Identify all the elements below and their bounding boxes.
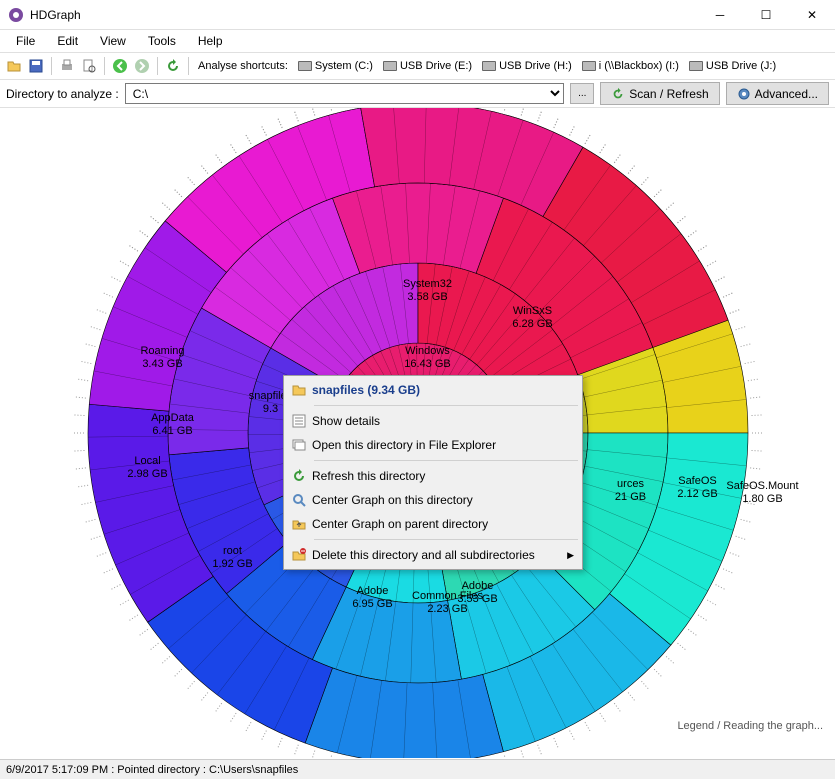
drive-icon: [582, 61, 596, 71]
ctx-center-parent[interactable]: Center Graph on parent directory: [286, 512, 580, 536]
print-preview-icon[interactable]: [79, 56, 99, 76]
app-icon: [8, 7, 24, 23]
statusbar: 6/9/2017 5:17:09 PM : Pointed directory …: [0, 759, 835, 779]
shortcut-usb-e[interactable]: USB Drive (E:): [379, 59, 476, 73]
ctx-refresh[interactable]: Refresh this directory: [286, 464, 580, 488]
delete-icon: [291, 547, 307, 563]
ctx-center-this[interactable]: Center Graph on this directory: [286, 488, 580, 512]
directory-input[interactable]: C:\: [125, 83, 565, 104]
zoom-icon: [291, 492, 307, 508]
shortcut-usb-h[interactable]: USB Drive (H:): [478, 59, 576, 73]
legend-link[interactable]: Legend / Reading the graph...: [673, 718, 827, 734]
maximize-button[interactable]: ☐: [743, 0, 789, 30]
nav-fwd-icon[interactable]: [132, 56, 152, 76]
shortcut-system-c[interactable]: System (C:): [294, 59, 377, 73]
menu-view[interactable]: View: [90, 32, 136, 50]
details-icon: [291, 413, 307, 429]
directory-bar: Directory to analyze : C:\ ... Scan / Re…: [0, 80, 835, 108]
directory-label: Directory to analyze :: [6, 87, 119, 101]
refresh-icon: [611, 87, 625, 101]
ctx-delete[interactable]: Delete this directory and all subdirecto…: [286, 543, 580, 567]
shortcut-usb-j[interactable]: USB Drive (J:): [685, 59, 780, 73]
toolbar: Analyse shortcuts: System (C:) USB Drive…: [0, 52, 835, 80]
nav-back-icon[interactable]: [110, 56, 130, 76]
browse-button[interactable]: ...: [570, 83, 594, 104]
graph-canvas[interactable]: SnapFiles Windows16.43 GBSystem323.58 GB…: [0, 108, 835, 758]
status-text: 6/9/2017 5:17:09 PM : Pointed directory …: [6, 764, 298, 776]
refresh-icon: [291, 468, 307, 484]
drive-icon: [383, 61, 397, 71]
folder-icon: [291, 382, 307, 398]
context-menu-title: snapfiles (9.34 GB): [286, 378, 580, 402]
titlebar: HDGraph ─ ☐ ✕: [0, 0, 835, 30]
print-icon[interactable]: [57, 56, 77, 76]
close-button[interactable]: ✕: [789, 0, 835, 30]
drive-icon: [689, 61, 703, 71]
window-title: HDGraph: [30, 8, 697, 22]
drive-icon: [482, 61, 496, 71]
gear-icon: [737, 87, 751, 101]
open-icon[interactable]: [4, 56, 24, 76]
submenu-arrow-icon: ▶: [567, 550, 574, 561]
menu-tools[interactable]: Tools: [138, 32, 186, 50]
scan-refresh-button[interactable]: Scan / Refresh: [600, 82, 719, 105]
ctx-open-explorer[interactable]: Open this directory in File Explorer: [286, 433, 580, 457]
shortcut-network-i[interactable]: i (\\Blackbox) (I:): [578, 59, 683, 73]
save-icon[interactable]: [26, 56, 46, 76]
minimize-button[interactable]: ─: [697, 0, 743, 30]
menu-file[interactable]: File: [6, 32, 45, 50]
menu-help[interactable]: Help: [188, 32, 233, 50]
menu-edit[interactable]: Edit: [47, 32, 88, 50]
folder-up-icon: [291, 516, 307, 532]
ctx-show-details[interactable]: Show details: [286, 409, 580, 433]
advanced-button[interactable]: Advanced...: [726, 82, 829, 105]
open-icon: [291, 437, 307, 453]
refresh-icon[interactable]: [163, 56, 183, 76]
shortcuts-label: Analyse shortcuts:: [198, 60, 288, 72]
menubar: File Edit View Tools Help: [0, 30, 835, 52]
context-menu: snapfiles (9.34 GB) Show details Open th…: [283, 375, 583, 570]
drive-icon: [298, 61, 312, 71]
